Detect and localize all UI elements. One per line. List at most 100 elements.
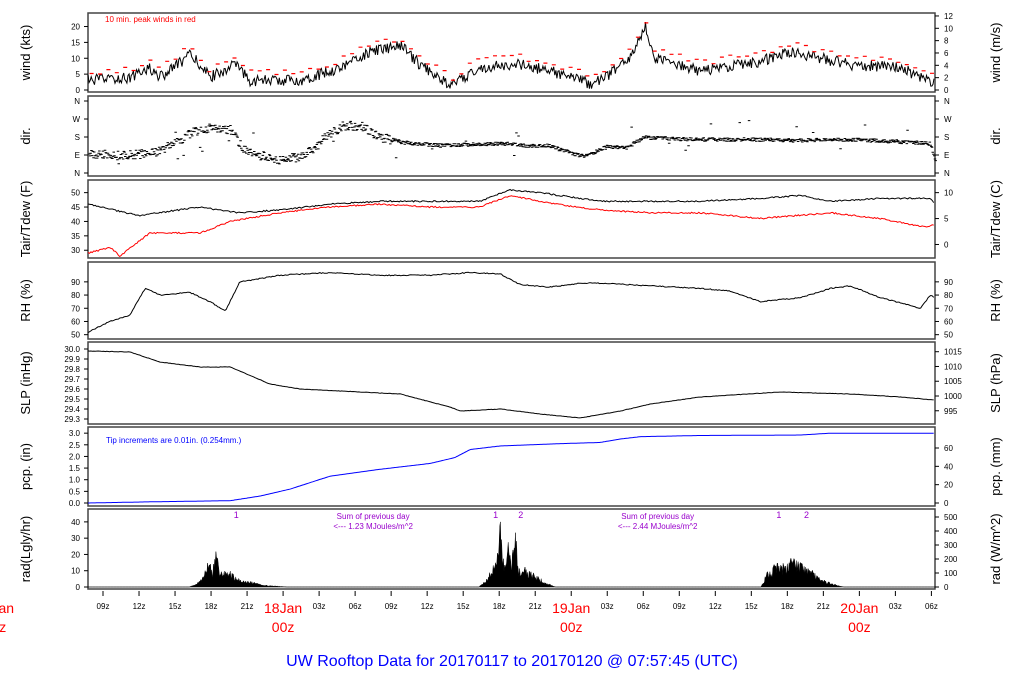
date-label: 18Jan <box>264 600 302 616</box>
rad-ytick-right-label: 500 <box>944 513 958 522</box>
dir-ytick-label: N <box>74 169 80 178</box>
wind-ylabel-right: wind (m/s) <box>988 23 1003 84</box>
rad-ytick-label: 0 <box>76 583 81 592</box>
wind-ytick-right-label: 8 <box>944 37 949 46</box>
wind-ytick-right-label: 12 <box>944 12 953 21</box>
wind-ylabel: wind (kts) <box>18 25 33 82</box>
pcp-ytick-right-label: 60 <box>944 444 953 453</box>
rad-day-marker: 1 <box>776 510 781 520</box>
pcp-frame <box>87 426 936 507</box>
slp-ytick-label: 29.4 <box>64 405 80 414</box>
pcp-ytick-right-label: 20 <box>944 481 953 490</box>
slp-ytick-right-label: 1010 <box>944 362 962 371</box>
dir-ytick-label: N <box>74 97 80 106</box>
date-sub-label: 00z <box>848 619 871 635</box>
pcp-ytick-label: 2.5 <box>69 441 81 450</box>
rh-ylabel: RH (%) <box>18 279 33 322</box>
time-tick-label: 15z <box>169 602 182 611</box>
panel-pcp: 0.0 0.5 1.0 1.5 2.0 2.5 3.0 0 20 40 60 pcp. (in) pcp… <box>18 426 1003 508</box>
rad-ytick-right-label: 100 <box>944 569 958 578</box>
temp-ytick-label: 50 <box>71 189 80 198</box>
wind-series-line <box>87 21 935 89</box>
temp-ylabel: Tair/Tdew (F) <box>18 181 33 258</box>
date-sub-label: 00z <box>560 619 583 635</box>
pcp-ytick-label: 1.5 <box>69 464 81 473</box>
panel-rh: 50 60 70 80 90 50 60 70 80 90 RH (%) RH (%) <box>18 261 1003 340</box>
wind-ytick-right-label: 4 <box>944 61 949 70</box>
slp-ytick-label: 29.5 <box>64 395 80 404</box>
wind-ytick-right-label: 0 <box>944 86 949 95</box>
rad-ylabel-right: rad (W/m^2) <box>988 513 1003 584</box>
rh-frame <box>87 261 936 340</box>
rh-ytick-right-label: 70 <box>944 304 953 313</box>
slp-ylabel: SLP (inHg) <box>18 351 33 414</box>
date-label: 20Jan <box>840 600 878 616</box>
rad-sum-note-title: Sum of previous day <box>621 512 694 521</box>
rad-ytick-right-label: 200 <box>944 555 958 564</box>
dir-ytick-right-label: N <box>944 97 950 106</box>
rad-series-area <box>88 521 935 588</box>
rh-ytick-label: 90 <box>71 278 80 287</box>
rh-ytick-label: 50 <box>71 331 80 340</box>
wind-ytick-label: 0 <box>76 86 81 95</box>
slp-series-slp <box>87 350 934 419</box>
time-axis: 09z 12z 15z 18z 21z 03z 06z 09z 12z 15z 18z 21z 03z 0… <box>0 591 938 635</box>
slp-frame <box>87 341 936 425</box>
time-tick-label: 03z <box>601 602 614 611</box>
date-sub-label: 00z <box>0 619 6 635</box>
time-tick-label: 15z <box>457 602 470 611</box>
pcp-ylabel: pcp. (in) <box>18 443 33 490</box>
chart-title: UW Rooftop Data for 20170117 to 20170120… <box>286 653 738 670</box>
time-tick-label: 06z <box>925 602 938 611</box>
pcp-ytick-label: 2.0 <box>69 452 81 461</box>
slp-ytick-label: 29.3 <box>64 415 80 424</box>
slp-ytick-label: 29.9 <box>64 355 80 364</box>
wind-ytick-label: 15 <box>71 38 80 47</box>
rad-day-marker: 1 <box>234 510 239 520</box>
rad-ytick-label: 30 <box>71 534 80 543</box>
time-tick-label: 09z <box>673 602 686 611</box>
slp-ytick-right-label: 1005 <box>944 377 962 386</box>
wind-annotation: 10 min. peak winds in red <box>105 15 196 24</box>
time-tick-label: 03z <box>889 602 902 611</box>
rh-ytick-label: 80 <box>71 291 80 300</box>
pcp-ytick-right-label: 0 <box>944 499 949 508</box>
rh-ytick-label: 60 <box>71 317 80 326</box>
dir-ytick-label: W <box>72 115 80 124</box>
rad-day-marker: 2 <box>518 510 523 520</box>
date-label: 19Jan <box>552 600 590 616</box>
wind-ytick-label: 10 <box>71 54 80 63</box>
dir-frame <box>87 95 936 177</box>
dir-ytick-right-label: S <box>944 133 949 142</box>
date-label: 17Jan <box>0 600 14 616</box>
slp-ytick-label: 29.6 <box>64 385 80 394</box>
dir-ytick-right-label: E <box>944 151 949 160</box>
rh-ylabel-right: RH (%) <box>988 279 1003 322</box>
rad-ytick-right-label: 400 <box>944 527 958 536</box>
time-tick-label: 12z <box>133 602 146 611</box>
temp-series-tair <box>87 188 935 217</box>
panel-wind: 0 5 10 15 20 0 2 4 6 8 10 12 wind (kts) wind (m/s) 10 … <box>18 12 1003 95</box>
dir-ytick-right-label: W <box>944 115 952 124</box>
dir-ytick-label: E <box>75 151 80 160</box>
time-tick-label: 12z <box>709 602 722 611</box>
pcp-ytick-label: 3.0 <box>69 429 81 438</box>
rh-ytick-right-label: 50 <box>944 331 953 340</box>
rad-day-marker: 1 <box>493 510 498 520</box>
pcp-ytick-label: 0.5 <box>69 487 81 496</box>
time-tick-label: 03z <box>313 602 326 611</box>
slp-ylabel-right: SLP (hPa) <box>988 353 1003 413</box>
rad-ytick-label: 40 <box>71 518 80 527</box>
temp-ytick-label: 30 <box>71 246 80 255</box>
rh-ytick-label: 70 <box>71 304 80 313</box>
slp-ytick-label: 29.8 <box>64 365 80 374</box>
temp-ytick-right-label: 0 <box>944 240 949 249</box>
pcp-annotation: Tip increments are 0.01in. (0.254mm.) <box>106 436 242 445</box>
dir-ylabel: dir. <box>18 127 33 144</box>
time-tick-label: 15z <box>745 602 758 611</box>
rad-sum-note-value: <--- 2.44 MJoules/m^2 <box>618 522 698 531</box>
temp-ytick-label: 35 <box>71 232 80 241</box>
slp-ytick-right-label: 1015 <box>944 348 962 357</box>
time-tick-label: 06z <box>637 602 650 611</box>
